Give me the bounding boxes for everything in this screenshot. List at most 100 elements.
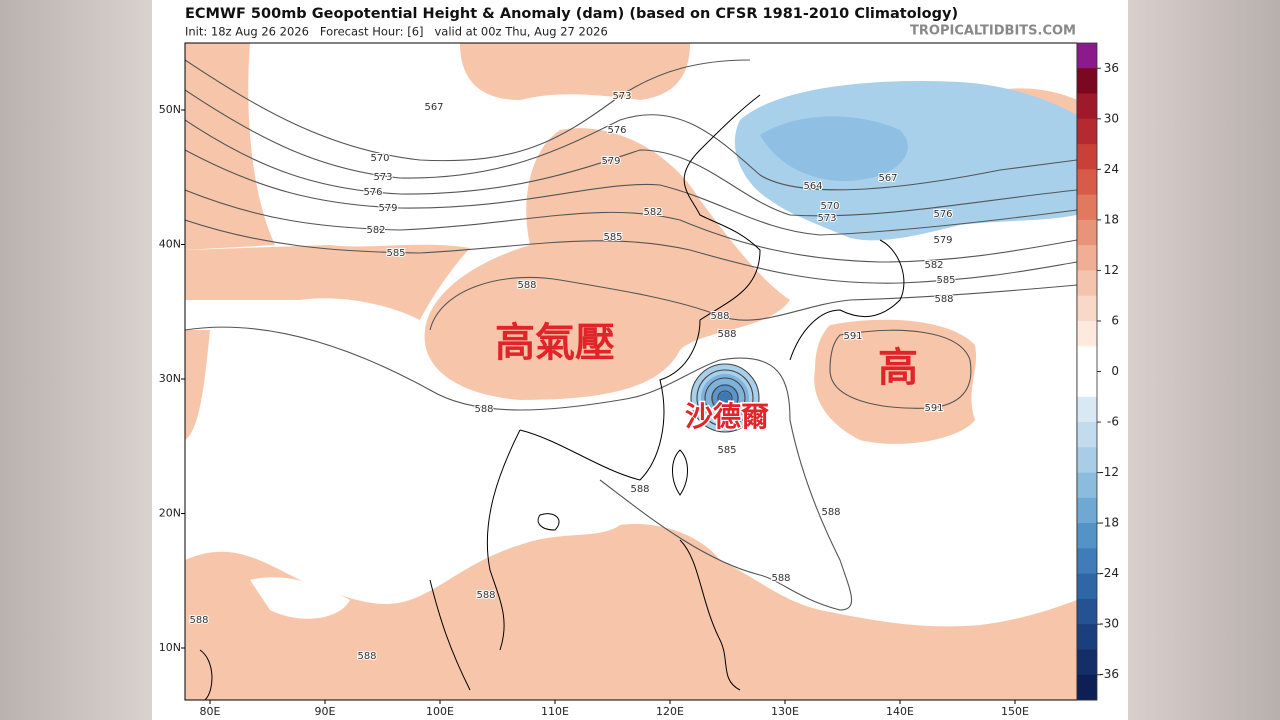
- contour-label: 588: [517, 280, 536, 291]
- contour-label: 591: [843, 331, 862, 342]
- lon-label: 140E: [886, 705, 914, 718]
- contour-label: 588: [189, 615, 208, 626]
- lat-label: 40N: [159, 238, 181, 251]
- contour-label: 591: [924, 403, 943, 414]
- colorbar-segment: [1077, 93, 1097, 120]
- lat-label: 20N: [159, 507, 181, 520]
- contour-label: 576: [933, 209, 952, 220]
- colorbar-label: -24: [1099, 566, 1119, 580]
- colorbar-segment: [1077, 548, 1097, 575]
- blur-left: [0, 0, 152, 720]
- colorbar-segment: [1077, 245, 1097, 271]
- contour-label: 582: [643, 207, 662, 218]
- colorbar-label: 18: [1104, 212, 1119, 226]
- title: ECMWF 500mb Geopotential Height & Anomal…: [185, 6, 958, 22]
- contour-label: 582: [924, 260, 943, 271]
- contour-label: 588: [710, 311, 729, 322]
- colorbar-segment: [1077, 169, 1097, 196]
- lon-label: 80E: [200, 705, 221, 718]
- contour-label: 564: [803, 181, 822, 192]
- blur-right: [1128, 0, 1280, 720]
- contour-label: 573: [612, 91, 631, 102]
- contour-label: 579: [378, 203, 397, 214]
- lat-label: 10N: [159, 641, 181, 654]
- contour-label: 588: [474, 404, 493, 415]
- contour-label: 588: [476, 590, 495, 601]
- contour-labels: 5675705735765795825855735765795825855885…: [188, 90, 956, 663]
- colorbar-label: -36: [1099, 667, 1119, 681]
- contour-label: 585: [603, 232, 622, 243]
- colorbar-label: 6: [1111, 313, 1119, 327]
- contour-label: 585: [936, 275, 955, 286]
- colorbar-segment: [1077, 194, 1097, 221]
- colorbar-segment: [1077, 674, 1097, 701]
- map: 5675705735765795825855735765795825855885…: [185, 43, 1077, 700]
- colorbar-segment: [1077, 295, 1097, 322]
- annotation: 沙德爾: [685, 400, 769, 433]
- colorbar-segment: [1077, 219, 1097, 246]
- contour-label: 585: [717, 445, 736, 456]
- contour-label: 570: [820, 201, 839, 212]
- colorbar-segment: [1077, 346, 1097, 372]
- colorbar-label: -12: [1099, 465, 1119, 479]
- watermark: TROPICALTIDBITS.COM: [910, 24, 1076, 39]
- contour-label: 588: [630, 484, 649, 495]
- contour-label: 579: [933, 235, 952, 246]
- height-contours: [185, 59, 1077, 611]
- axes: 50N 40N 30N 20N 10N 80E 90E 100E 110E 120E 130E 140…: [159, 103, 1029, 718]
- contour-label: 582: [366, 225, 385, 236]
- contour-label: 567: [424, 102, 443, 113]
- contour-label: 579: [601, 156, 620, 167]
- contour-label: 570: [370, 153, 389, 164]
- colorbar-segment: [1077, 144, 1097, 170]
- annotation: 高氣壓: [495, 320, 615, 366]
- annotation: 高: [878, 345, 918, 391]
- contour-label: 567: [878, 173, 897, 184]
- colorbar-segment: [1077, 270, 1097, 297]
- colorbar-segment: [1077, 649, 1097, 676]
- colorbar-segment: [1077, 598, 1097, 625]
- lon-label: 100E: [426, 705, 454, 718]
- colorbar-segment: [1077, 497, 1097, 524]
- colorbar-label: 36: [1104, 61, 1119, 75]
- colorbar-label: 0: [1111, 364, 1119, 378]
- contour-label: 573: [817, 213, 836, 224]
- colorbar-segment: [1077, 472, 1097, 499]
- contour-label: 573: [373, 172, 392, 183]
- contour-label: 576: [363, 187, 382, 198]
- lat-label: 50N: [159, 103, 181, 116]
- lat-label: 30N: [159, 372, 181, 385]
- colorbar-segment: [1077, 624, 1097, 650]
- colorbar-label: 12: [1104, 263, 1119, 277]
- colorbar-label: -30: [1099, 617, 1119, 631]
- colorbar-segment: [1077, 447, 1097, 474]
- colorbar-segment: [1077, 68, 1097, 95]
- colorbar-segment: [1077, 396, 1097, 423]
- colorbar-segment: [1077, 371, 1097, 398]
- colorbar-segment: [1077, 523, 1097, 549]
- lon-label: 110E: [541, 705, 569, 718]
- lon-label: 150E: [1001, 705, 1029, 718]
- lon-label: 120E: [656, 705, 684, 718]
- colorbar-segment: [1077, 118, 1097, 145]
- colorbar-label: 30: [1104, 111, 1119, 125]
- colorbar-label: -6: [1107, 415, 1119, 429]
- colorbar-segment: [1077, 573, 1097, 600]
- subtitle: Init: 18z Aug 26 2026 Forecast Hour: [6]…: [185, 25, 608, 39]
- contour-label: 588: [821, 507, 840, 518]
- colorbar-label: -18: [1099, 516, 1119, 530]
- colorbar-segment: [1077, 320, 1097, 347]
- contour-label: 585: [386, 248, 405, 259]
- colorbar: 36 30 24 18 12 6 0 -6 -12 -18 -24 -30 -36: [1076, 42, 1119, 701]
- gap: [250, 577, 350, 619]
- lon-label: 130E: [771, 705, 799, 718]
- colorbar-segment: [1077, 43, 1097, 69]
- coastlines: [199, 94, 905, 700]
- lon-label: 90E: [315, 705, 336, 718]
- colorbar-label: 24: [1104, 162, 1119, 176]
- contour-label: 588: [357, 651, 376, 662]
- colorbar-segment: [1077, 422, 1097, 448]
